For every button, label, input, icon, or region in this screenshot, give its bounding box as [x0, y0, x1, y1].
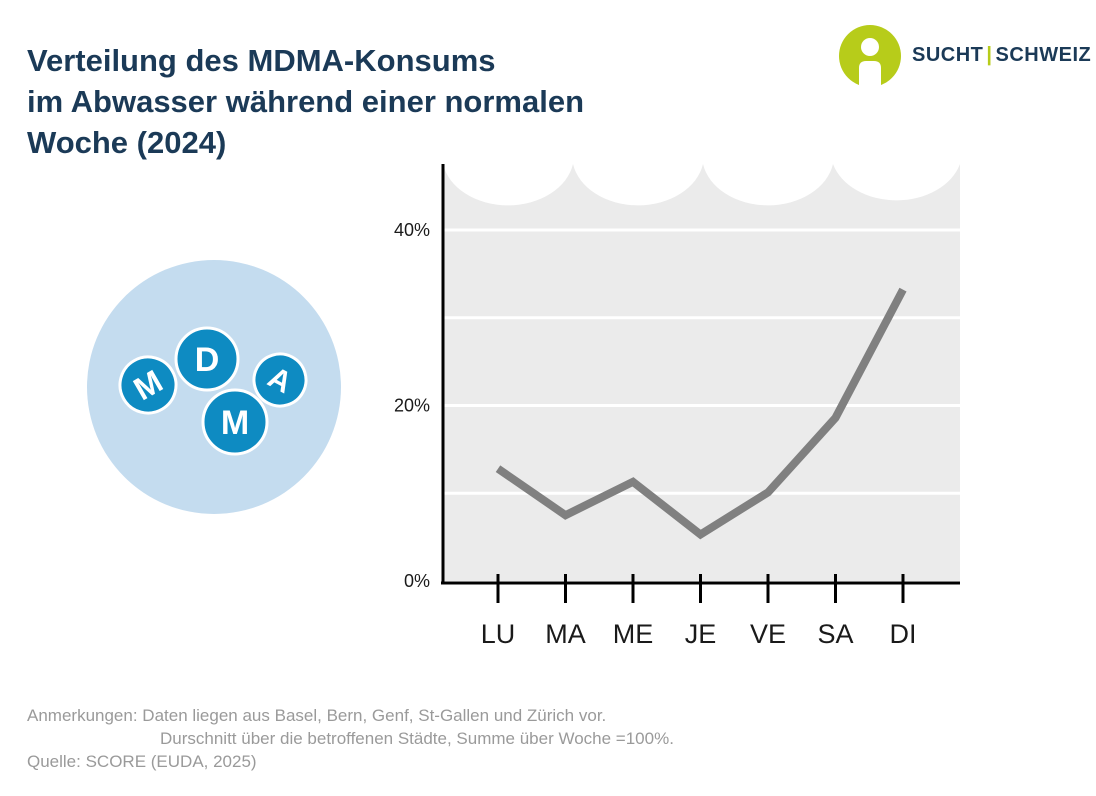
title-line: Woche (2024)	[27, 125, 227, 160]
x-tick-label: MA	[545, 619, 586, 649]
x-tick-label: VE	[750, 619, 786, 649]
logo-text: SUCHT | SCHWEIZ	[912, 44, 1091, 67]
notes-line-2: Durschnitt über die betroffenen Städte, …	[160, 729, 674, 748]
x-tick-label: JE	[685, 619, 717, 649]
title-line: im Abwasser während einer normalen	[27, 84, 585, 119]
pill-m-icon: M	[118, 355, 178, 415]
pill-m-icon: M	[201, 388, 269, 456]
y-tick-label: 40%	[394, 220, 430, 240]
y-tick-labels: 0% 20% 40%	[394, 220, 430, 591]
mdma-pills-illustration: M D M A	[87, 260, 341, 514]
logo-separator: |	[986, 44, 993, 66]
title-line: Verteilung des MDMA-Konsums	[27, 43, 496, 78]
source-line: Quelle: SCORE (EUDA, 2025)	[27, 752, 257, 771]
pill-d-icon: D	[174, 326, 240, 392]
logo-text-left: SUCHT	[912, 44, 984, 66]
x-tick-labels: LU MA ME JE VE SA DI	[481, 619, 917, 649]
notes-line-1: Anmerkungen: Daten liegen aus Basel, Ber…	[27, 706, 607, 725]
mdma-weekly-line-chart: 0% 20% 40% LU MA ME JE VE SA DI	[394, 164, 960, 649]
chart-title: Verteilung des MDMA-Konsums im Abwasser …	[27, 40, 727, 163]
x-tick-label: ME	[613, 619, 654, 649]
y-tick-label: 20%	[394, 396, 430, 416]
person-info-icon	[839, 25, 901, 88]
y-tick-label: 0%	[404, 571, 430, 591]
pill-a-icon: A	[252, 352, 308, 408]
x-tick-label: LU	[481, 619, 516, 649]
chart-notes: Anmerkungen: Daten liegen aus Basel, Ber…	[27, 704, 674, 773]
logo-text-right: SCHWEIZ	[995, 44, 1092, 66]
x-tick-label: DI	[890, 619, 917, 649]
x-tick-label: SA	[817, 619, 853, 649]
pill-letter: M	[221, 404, 249, 442]
plot-area	[443, 164, 960, 581]
sucht-schweiz-logo: SUCHT | SCHWEIZ	[838, 24, 1091, 88]
pill-letter: D	[195, 341, 220, 379]
series-line	[495, 287, 907, 540]
x-ticks	[496, 574, 905, 603]
